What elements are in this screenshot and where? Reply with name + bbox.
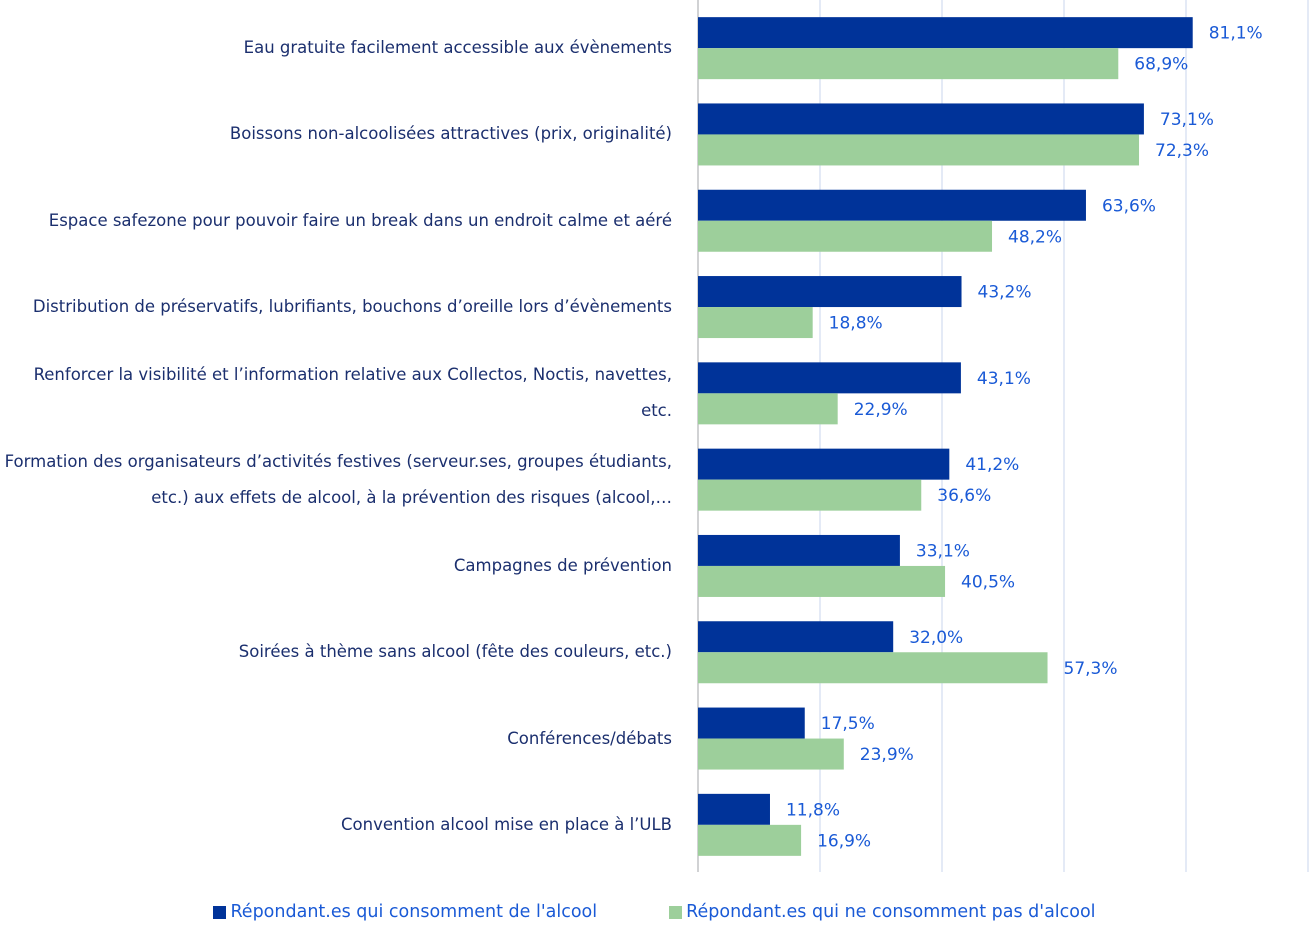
data-label: 68,9% <box>1134 55 1188 75</box>
data-label: 41,2% <box>965 455 1019 475</box>
category-label: Boissons non-alcoolisées attractives (pr… <box>229 124 672 144</box>
data-label: 48,2% <box>1008 227 1062 247</box>
bar <box>698 362 961 394</box>
bar <box>698 103 1144 135</box>
data-label: 43,1% <box>977 369 1031 389</box>
category-label: Convention alcool mise en place à l’ULB <box>341 814 672 834</box>
legend-swatch <box>669 905 683 919</box>
bar <box>698 448 950 480</box>
bar <box>698 534 900 566</box>
category-label: Soirées à thème sans alcool (fête des co… <box>238 642 672 662</box>
bar <box>698 276 962 308</box>
bar <box>698 307 813 339</box>
bar <box>698 189 1086 221</box>
category-label: Espace safezone pour pouvoir faire un br… <box>48 210 672 230</box>
bar <box>698 738 844 770</box>
category-label: Formation des organisateurs d’activités … <box>4 451 672 507</box>
bar <box>698 707 805 739</box>
data-label: 32,0% <box>909 628 963 648</box>
category-label: Conférences/débats <box>507 728 672 748</box>
data-label: 18,8% <box>829 314 883 334</box>
bar <box>698 652 1048 684</box>
category-label: Renforcer la visibilité et l’information… <box>33 365 672 421</box>
bar <box>698 793 770 825</box>
bar <box>698 393 838 425</box>
data-label: 33,1% <box>916 541 970 561</box>
legend-swatch <box>213 905 227 919</box>
bar <box>698 48 1119 80</box>
category-label: Campagnes de prévention <box>453 555 672 575</box>
category-label: Distribution de préservatifs, lubrifiant… <box>32 297 672 317</box>
bar <box>698 565 946 597</box>
data-label: 16,9% <box>817 831 871 851</box>
legend-item: Répondant.es qui consomment de l'alcool <box>213 902 597 922</box>
bar <box>698 220 993 252</box>
data-label: 57,3% <box>1064 659 1118 679</box>
legend: Répondant.es qui consomment de l'alcool R… <box>0 902 1309 922</box>
data-label: 11,8% <box>786 800 840 820</box>
data-label: 43,2% <box>978 283 1032 303</box>
data-label: 40,5% <box>961 572 1015 592</box>
data-label: 22,9% <box>854 400 908 420</box>
data-label: 36,6% <box>937 486 991 506</box>
bar <box>698 17 1193 49</box>
legend-item: Répondant.es qui ne consomment pas d'alc… <box>669 902 1096 922</box>
data-label: 72,3% <box>1155 141 1209 161</box>
data-label: 73,1% <box>1160 110 1214 130</box>
data-label: 23,9% <box>860 745 914 765</box>
legend-label: Répondant.es qui ne consomment pas d'alc… <box>686 902 1096 922</box>
legend-label: Répondant.es qui consomment de l'alcool <box>230 902 598 922</box>
data-label: 63,6% <box>1102 196 1156 216</box>
bar <box>698 479 922 511</box>
category-label: Eau gratuite facilement accessible aux é… <box>243 38 672 58</box>
data-label: 81,1% <box>1209 24 1263 44</box>
data-label: 17,5% <box>821 714 875 734</box>
bar <box>698 621 894 653</box>
bar <box>698 824 802 856</box>
bar <box>698 134 1140 166</box>
